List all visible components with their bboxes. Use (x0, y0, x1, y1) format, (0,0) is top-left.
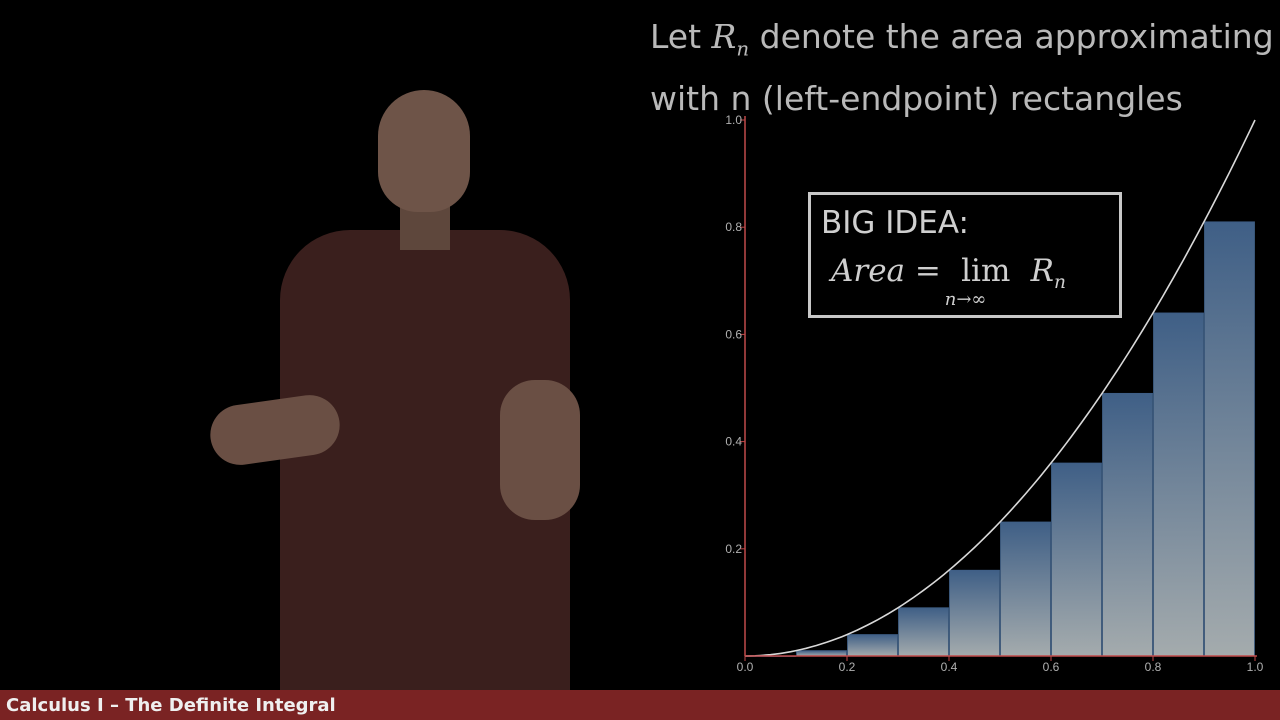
rectangle-3 (898, 607, 949, 657)
rectangle-8 (1153, 312, 1204, 657)
formula-limit: lim n→∞ (945, 253, 1021, 310)
curve-x-squared (744, 119, 1256, 657)
rectangle-6 (1051, 462, 1102, 657)
rectangle-2 (847, 634, 898, 657)
rectangle-1 (796, 650, 847, 657)
y-tick-label-0: 0.2 (725, 542, 742, 556)
formula-equals: = (914, 253, 941, 289)
x-tick-label-4: 0.8 (1145, 660, 1162, 674)
x-tick-label-2: 0.4 (941, 660, 958, 674)
headline-line-1: Let Rn denote the area approximating (650, 12, 1280, 74)
x-tick-label-5: 1.0 (1247, 660, 1264, 674)
rn-symbol: Rn (711, 17, 750, 61)
rectangle-7 (1102, 392, 1153, 657)
y-tick-label-1: 0.4 (725, 435, 742, 449)
presenter-right-arm (500, 380, 580, 520)
x-tick-label-1: 0.2 (839, 660, 856, 674)
footer-title: Calculus I – The Definite Integral (6, 695, 336, 716)
formula-rhs-base: R (1030, 253, 1054, 289)
y-tick-label-4: 1.0 (725, 113, 742, 127)
big-idea-title: BIG IDEA: (821, 205, 969, 241)
rectangle-9 (1204, 221, 1255, 657)
rn-symbol-sub: n (736, 37, 750, 61)
headline: Let Rn denote the area approximating wit… (650, 12, 1280, 123)
x-tick-label-3: 0.6 (1043, 660, 1060, 674)
formula-lim: lim (961, 253, 1011, 289)
headline-prefix: Let (650, 17, 702, 56)
presenter-head (378, 90, 470, 212)
big-idea-formula: Area = lim n→∞ Rn (831, 253, 1066, 310)
x-tick-label-0: 0.0 (737, 660, 754, 674)
y-tick-label-3: 0.8 (725, 220, 742, 234)
rectangle-4 (949, 569, 1000, 657)
rectangle-5 (1000, 521, 1051, 657)
big-idea-box: BIG IDEA: Area = lim n→∞ Rn (808, 192, 1122, 318)
formula-rhs-sub: n (1053, 272, 1066, 294)
formula-lhs: Area (831, 253, 906, 289)
presenter-image (200, 80, 600, 690)
footer-bar: Calculus I – The Definite Integral (0, 690, 1280, 720)
y-tick-label-2: 0.6 (725, 327, 742, 341)
headline-line-2: with n (left-endpoint) rectangles (650, 78, 1183, 118)
formula-lim-sub: n→∞ (944, 289, 987, 310)
headline-suffix: denote the area approximating (759, 17, 1274, 56)
rn-symbol-base: R (711, 17, 737, 56)
formula-rhs: Rn (1030, 253, 1066, 293)
